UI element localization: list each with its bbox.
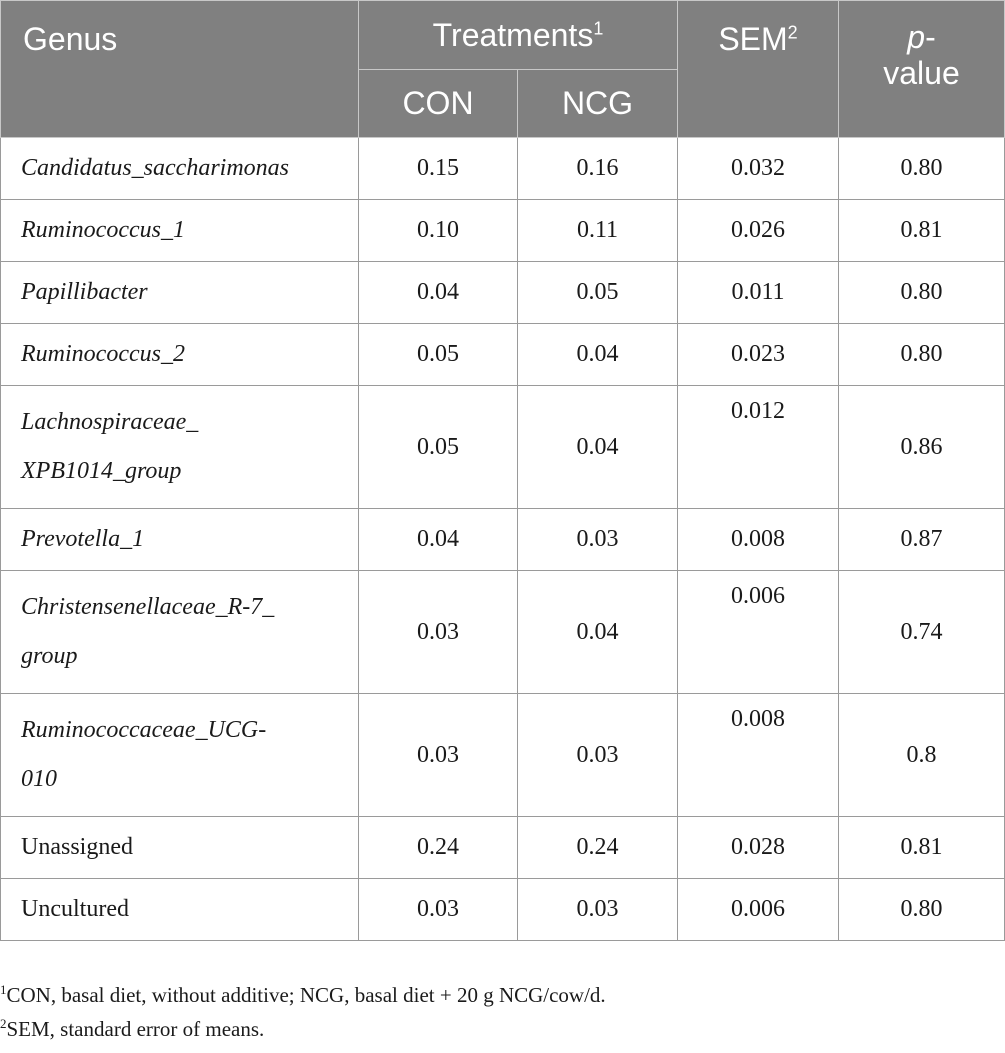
p-value-cell: 0.81: [838, 816, 1005, 879]
genus-cell: Ruminococcus_2: [0, 323, 359, 386]
table-row: Ruminococcaceae_UCG- 010 0.03 0.03 0.008 …: [0, 693, 1005, 817]
p-value-cell: 0.81: [838, 199, 1005, 262]
ncg-cell: 0.16: [517, 137, 678, 200]
p-value-cell: 0.74: [838, 570, 1005, 694]
p-value-cell: 0.8: [838, 693, 1005, 817]
table-row: Unassigned 0.24 0.24 0.028 0.81: [0, 816, 1005, 879]
sem-cell: 0.008: [677, 508, 839, 571]
con-cell: 0.03: [358, 570, 518, 694]
sem-column-header: SEM2: [677, 0, 839, 138]
footnote: 1CON, basal diet, without additive; NCG,…: [0, 982, 606, 1007]
sem-cell: 0.006: [677, 878, 839, 941]
con-cell: 0.05: [358, 385, 518, 509]
footnote: 2SEM, standard error of means.: [0, 1016, 265, 1041]
con-cell: 0.05: [358, 323, 518, 386]
table-row: Ruminococcus_1 0.10 0.11 0.026 0.81: [0, 199, 1005, 262]
table-row: Prevotella_1 0.04 0.03 0.008 0.87: [0, 508, 1005, 571]
table-footnotes: 1CON, basal diet, without additive; NCG,…: [0, 978, 606, 1046]
sem-cell: 0.011: [677, 261, 839, 324]
genus-line-2: 010: [21, 766, 57, 792]
sem-cell: 0.012: [677, 385, 839, 509]
genus-column-header: Genus: [0, 0, 359, 138]
ncg-cell: 0.05: [517, 261, 678, 324]
ncg-cell: 0.03: [517, 693, 678, 817]
genus-cell: Papillibacter: [0, 261, 359, 324]
p-value-cell: 0.87: [838, 508, 1005, 571]
genus-cell: Ruminococcus_1: [0, 199, 359, 262]
con-cell: 0.03: [358, 878, 518, 941]
table-row: Candidatus_saccharimonas 0.15 0.16 0.032…: [0, 137, 1005, 200]
genus-abundance-table: Genus Treatments1 SEM2 p-value CON NCG C…: [0, 0, 1005, 941]
p-value-cell: 0.80: [838, 137, 1005, 200]
sem-cell: 0.026: [677, 199, 839, 262]
ncg-column-header: NCG: [517, 69, 678, 138]
sem-cell: 0.023: [677, 323, 839, 386]
genus-line-1: Lachnospiraceae_: [21, 409, 199, 435]
genus-line-2: XPB1014_group: [21, 458, 182, 484]
genus-line-1: Christensenellaceae_R-7_: [21, 594, 275, 620]
p-value-cell: 0.80: [838, 878, 1005, 941]
genus-cell: Prevotella_1: [0, 508, 359, 571]
ncg-cell: 0.04: [517, 385, 678, 509]
con-cell: 0.15: [358, 137, 518, 200]
genus-cell: Unassigned: [0, 816, 359, 879]
p-value-cell: 0.80: [838, 323, 1005, 386]
genus-line-2: group: [21, 643, 78, 669]
ncg-cell: 0.03: [517, 508, 678, 571]
con-cell: 0.03: [358, 693, 518, 817]
table-row: Ruminococcus_2 0.05 0.04 0.023 0.80: [0, 323, 1005, 386]
table-row: Lachnospiraceae_ XPB1014_group 0.05 0.04 …: [0, 385, 1005, 509]
ncg-cell: 0.11: [517, 199, 678, 262]
table-row: Christensenellaceae_R-7_ group 0.03 0.04 …: [0, 570, 1005, 694]
p-value-cell: 0.86: [838, 385, 1005, 509]
ncg-cell: 0.04: [517, 570, 678, 694]
sem-cell: 0.032: [677, 137, 839, 200]
ncg-cell: 0.24: [517, 816, 678, 879]
con-column-header: CON: [358, 69, 518, 138]
genus-cell: Lachnospiraceae_ XPB1014_group: [0, 385, 359, 509]
p-value-cell: 0.80: [838, 261, 1005, 324]
ncg-cell: 0.04: [517, 323, 678, 386]
con-cell: 0.04: [358, 261, 518, 324]
con-cell: 0.04: [358, 508, 518, 571]
sem-cell: 0.028: [677, 816, 839, 879]
con-cell: 0.10: [358, 199, 518, 262]
con-cell: 0.24: [358, 816, 518, 879]
p-value-column-header: p-value: [838, 0, 1005, 138]
sem-cell: 0.008: [677, 693, 839, 817]
genus-cell: Christensenellaceae_R-7_group: [0, 570, 359, 694]
genus-cell: Candidatus_saccharimonas: [0, 137, 359, 200]
genus-cell: Uncultured: [0, 878, 359, 941]
table-row: Papillibacter 0.04 0.05 0.011 0.80: [0, 261, 1005, 324]
genus-line-1: Ruminococcaceae_UCG-: [21, 717, 267, 743]
ncg-cell: 0.03: [517, 878, 678, 941]
genus-cell: Ruminococcaceae_UCG- 010: [0, 693, 359, 817]
treatments-column-header: Treatments1: [358, 0, 678, 70]
table-row: Uncultured 0.03 0.03 0.006 0.80: [0, 878, 1005, 941]
sem-cell: 0.006: [677, 570, 839, 694]
